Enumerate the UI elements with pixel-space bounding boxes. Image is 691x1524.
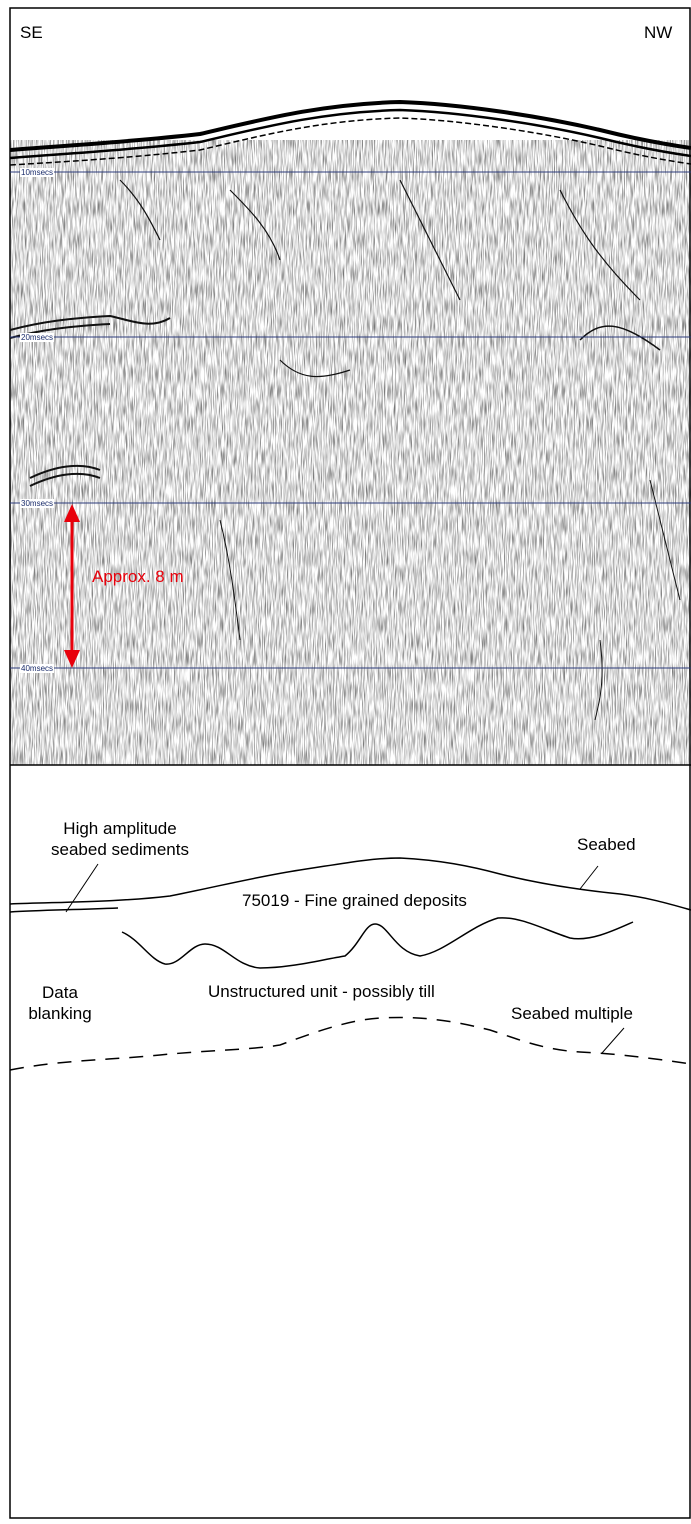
data-blanking-label: Data blanking — [14, 982, 106, 1024]
high-amplitude-base-line — [9, 907, 119, 913]
high-amplitude-line1: High amplitude — [63, 819, 177, 838]
time-tick-20ms: 20msecs — [20, 333, 55, 342]
high-amplitude-label: High amplitude seabed sediments — [30, 818, 210, 860]
seabed-multiple-label: Seabed multiple — [511, 1004, 633, 1023]
till-upper-surface — [121, 917, 634, 969]
seabed-multiple-leader — [601, 1027, 625, 1054]
direction-label-nw: NW — [644, 23, 673, 42]
seabed-line — [9, 857, 691, 911]
time-tick-30ms: 30msecs — [20, 499, 55, 508]
interpretation-lines — [9, 857, 691, 1071]
seabed-multiple-line — [9, 1016, 691, 1071]
seabed-leader — [579, 865, 599, 890]
time-tick-10ms: 10msecs — [20, 168, 55, 177]
scale-arrow — [64, 504, 80, 668]
unstructured-label: Unstructured unit - possibly till — [208, 982, 435, 1001]
direction-label-se: SE — [20, 23, 43, 42]
scale-annotation: Approx. 8 m — [92, 567, 184, 586]
seismic-noise-texture — [10, 140, 691, 765]
seismic-profile-panel — [10, 99, 691, 765]
seabed-label: Seabed — [577, 835, 636, 854]
time-tick-40ms: 40msecs — [20, 664, 55, 673]
seabed-reflector — [10, 99, 691, 166]
data-blanking-line1: Data — [42, 983, 78, 1002]
high-amplitude-leader — [65, 863, 99, 913]
data-blanking-line2: blanking — [28, 1004, 92, 1023]
fine-grained-label: 75019 - Fine grained deposits — [242, 891, 467, 910]
high-amplitude-line2: seabed sediments — [51, 840, 189, 859]
internal-reflectors — [10, 179, 681, 721]
